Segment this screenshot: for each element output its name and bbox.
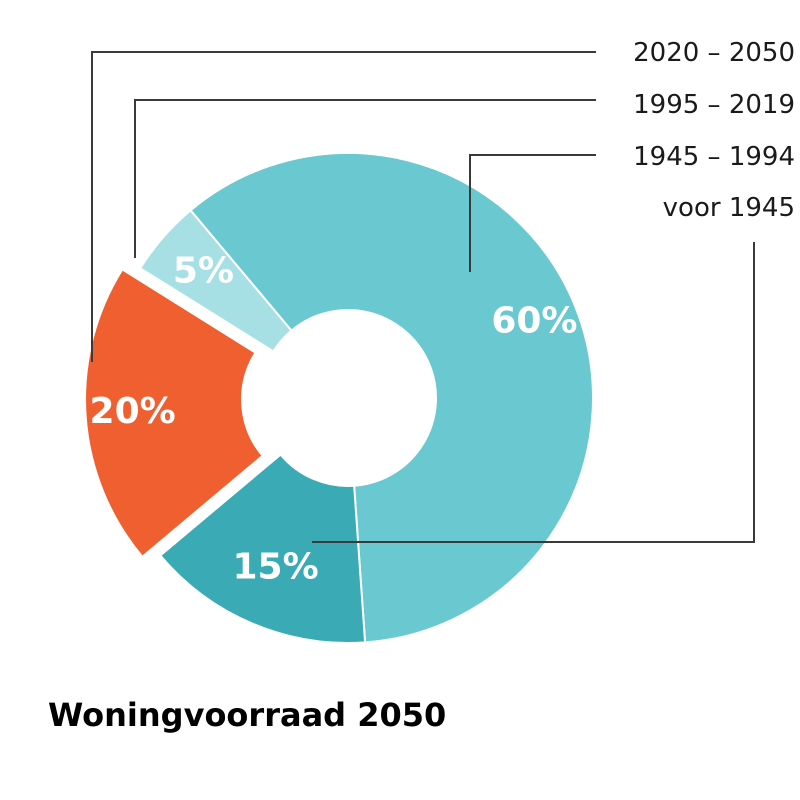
legend-leader-lines	[91, 51, 755, 543]
legend-label-voor-1945: voor 1945	[663, 193, 795, 223]
slice-1945-1994	[158, 453, 367, 644]
leader-line-2020-2050	[91, 51, 596, 362]
chart-title: Woningvoorraad 2050	[48, 696, 447, 734]
slice-label-voor-1945: 60%	[491, 301, 577, 342]
legend: 2020 – 2050 1995 – 2019 1945 – 1994 voor…	[633, 38, 795, 223]
leader-line-1995-2019	[134, 99, 596, 258]
slice-1995-2019	[84, 268, 265, 559]
slice-labels: 60% 15% 20% 5%	[90, 250, 578, 587]
legend-label-1995-2019: 1995 – 2019	[633, 90, 795, 120]
leader-line-1945-1994	[469, 154, 596, 272]
slice-label-1995-2019: 20%	[90, 391, 176, 432]
slice-voor-1945	[189, 152, 594, 644]
leader-line-voor-1945	[312, 242, 755, 543]
slice-label-1945-1994: 15%	[232, 547, 318, 588]
slice-label-2020-2050: 5%	[173, 250, 234, 291]
donut-slices	[84, 152, 594, 644]
slice-2020-2050	[138, 208, 293, 353]
legend-label-1945-1994: 1945 – 1994	[633, 142, 795, 172]
legend-label-2020-2050: 2020 – 2050	[633, 38, 795, 68]
